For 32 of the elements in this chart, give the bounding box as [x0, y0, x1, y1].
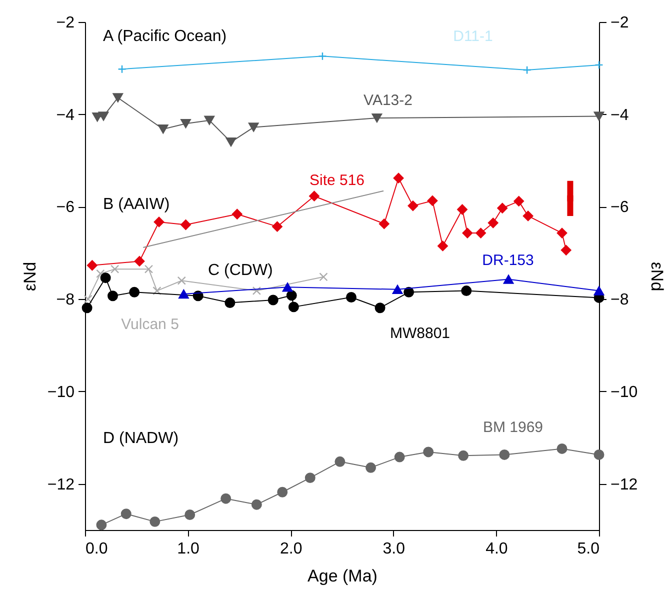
- x-tick-label: 0.0: [86, 540, 108, 558]
- y2-axis-title: εNd: [648, 262, 667, 292]
- series-label: BM 1969: [482, 419, 544, 436]
- x-tick-label: 1.0: [177, 540, 200, 558]
- annotation: B (AAIW): [103, 196, 170, 213]
- series-label: Vulcan 5: [121, 316, 179, 333]
- series-label: Site 516: [309, 172, 365, 189]
- series-label: MW8801: [390, 325, 450, 342]
- y2-tick-label: −6: [610, 199, 629, 216]
- x-tick-label: 5.0: [577, 540, 600, 558]
- y-tick-label: −10: [47, 384, 75, 401]
- y-tick-label: −2: [56, 14, 75, 32]
- y-tick-label: −4: [56, 106, 75, 124]
- series-label: D11-1: [453, 28, 493, 45]
- x-tick-label: 2.0: [280, 540, 302, 558]
- y2-tick-label: −8: [610, 292, 629, 309]
- series-label: VA13-2: [364, 92, 412, 109]
- y2-tick-label: −4: [610, 106, 629, 124]
- annotation: D (NADW): [103, 430, 179, 447]
- y-tick-label: −12: [47, 476, 75, 494]
- annotation: A (Pacific Ocean): [103, 28, 227, 45]
- y-tick-label: −8: [56, 292, 75, 309]
- x-tick-label: 3.0: [382, 540, 406, 558]
- y2-tick-label: −12: [610, 476, 638, 494]
- y-axis-title: εNd: [20, 262, 40, 292]
- y-tick-label: −6: [56, 199, 75, 216]
- y2-tick-label: −10: [610, 384, 638, 401]
- annotation: C (CDW): [208, 262, 273, 279]
- x-axis-title: Age (Ma): [308, 566, 378, 586]
- y2-tick-label: −2: [610, 14, 629, 32]
- x-tick-label: 4.0: [486, 540, 508, 558]
- series-label: DR-153: [482, 252, 534, 269]
